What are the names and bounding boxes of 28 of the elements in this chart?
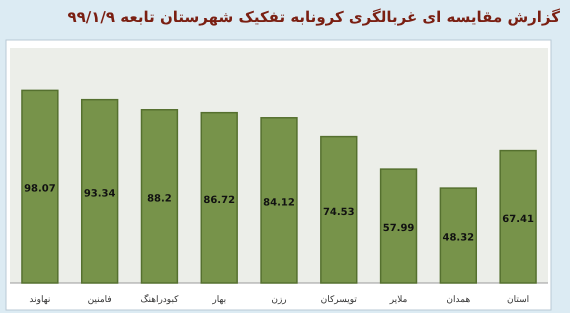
x-tick-label: تویسرکان [320,295,358,305]
data-label: 57.99 [382,223,414,234]
x-tick-label: بهار [211,295,226,305]
x-tick-label: نهاوند [29,295,50,305]
data-label: 86.72 [203,194,236,206]
bar [380,168,418,284]
bar [80,98,118,284]
bar [499,150,537,284]
bar [320,136,358,284]
bar [440,187,478,284]
bar [140,109,178,284]
data-label: 84.12 [263,197,295,208]
chart-title: گزارش مقایسه ای غربالگری کرونابه تفکیک شهرستان تابعه ۹۹/۱/۹ [67,8,560,26]
x-tick-label: کبودراهنگ [140,293,180,305]
data-label: 74.53 [322,206,355,218]
data-label: 93.34 [84,188,116,200]
data-label: 48.32 [442,232,474,244]
x-tick-label: ملایر [388,295,408,305]
x-tick-label: رزن [271,295,287,305]
data-label: 98.07 [24,184,56,195]
data-label: 67.41 [502,214,534,225]
bar [200,112,238,284]
bar [260,117,298,284]
bar [21,90,59,284]
x-tick-label: فامنین [88,295,112,305]
data-label: 88.2 [147,193,172,204]
x-tick-label: همدان [446,295,470,305]
x-tick-label: استان [507,295,530,305]
